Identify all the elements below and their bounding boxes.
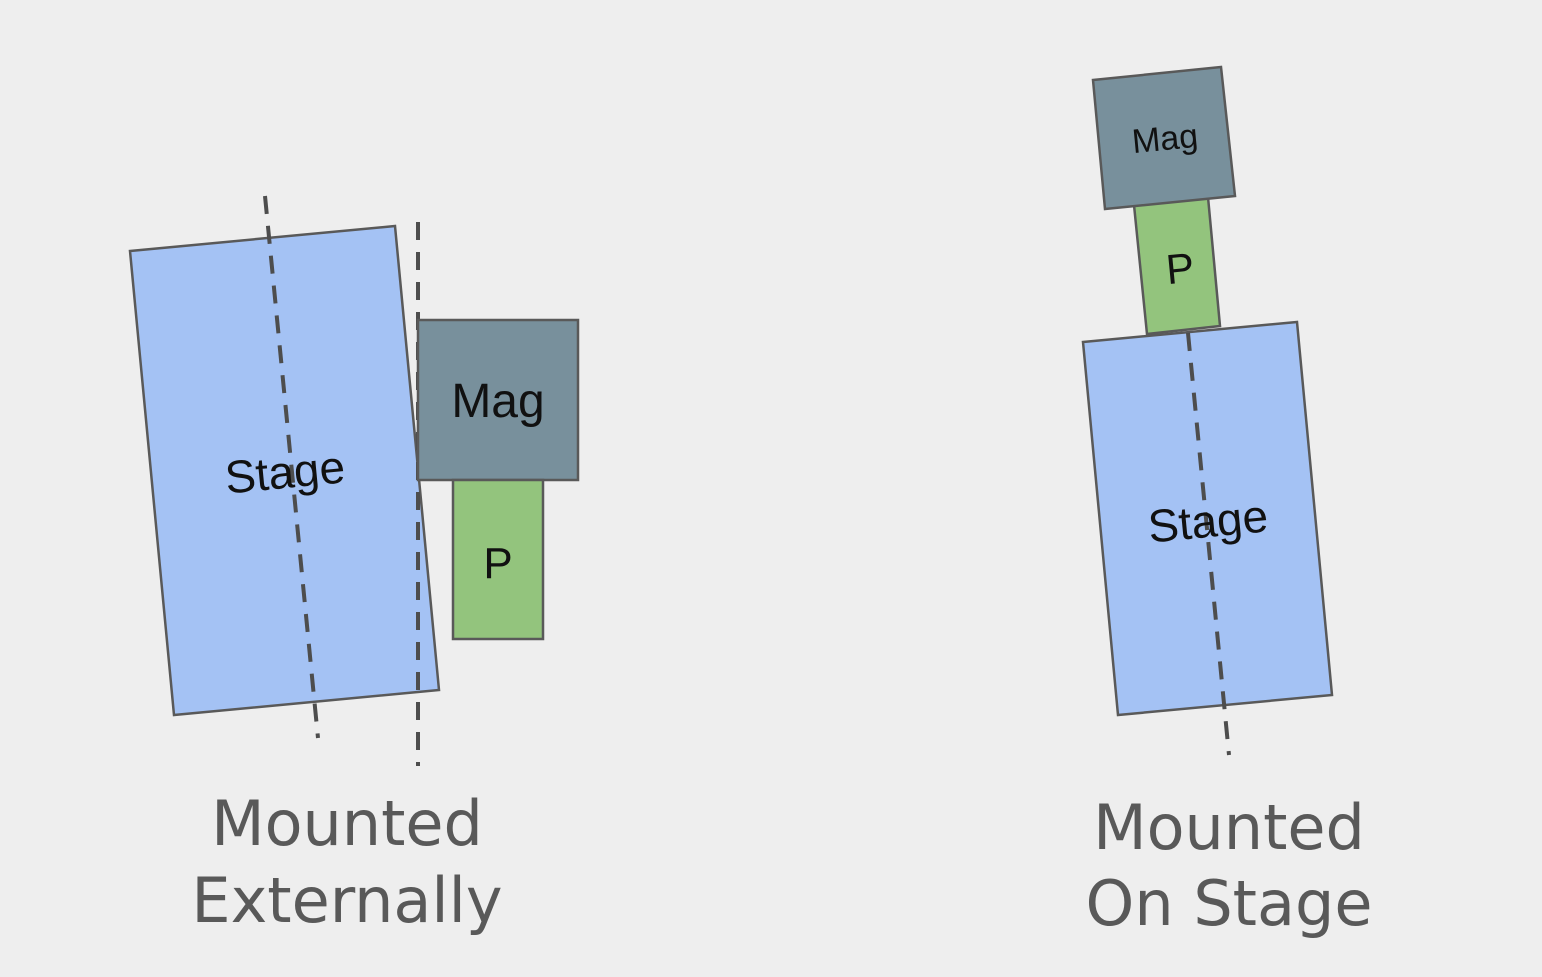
external-p-box [451, 478, 545, 641]
onstage-p-label: P [1164, 244, 1196, 293]
external-caption-line1: Mounted [211, 787, 483, 860]
onstage-caption-line1: Mounted [1093, 791, 1365, 864]
onstage-mag-label: Mag [1130, 117, 1199, 161]
external-mag-label: Mag [451, 375, 544, 428]
external-mount-group: Stage Mag P Mounted Externally [128, 195, 580, 937]
external-stage-rect [128, 224, 441, 717]
external-stage-label: Stage [223, 440, 348, 503]
onstage-mount-group: Mag P Stage Mounted On Stage [1081, 65, 1373, 940]
onstage-stage-label: Stage [1146, 489, 1271, 552]
external-p-label: P [483, 539, 512, 588]
onstage-caption-line2: On Stage [1086, 867, 1373, 940]
external-stage-axis-line [263, 195, 320, 739]
onstage-mag-box [1091, 65, 1237, 211]
external-mag-box [416, 318, 580, 482]
onstage-stage-axis-line [1186, 332, 1231, 756]
external-caption-line2: Externally [191, 864, 502, 937]
